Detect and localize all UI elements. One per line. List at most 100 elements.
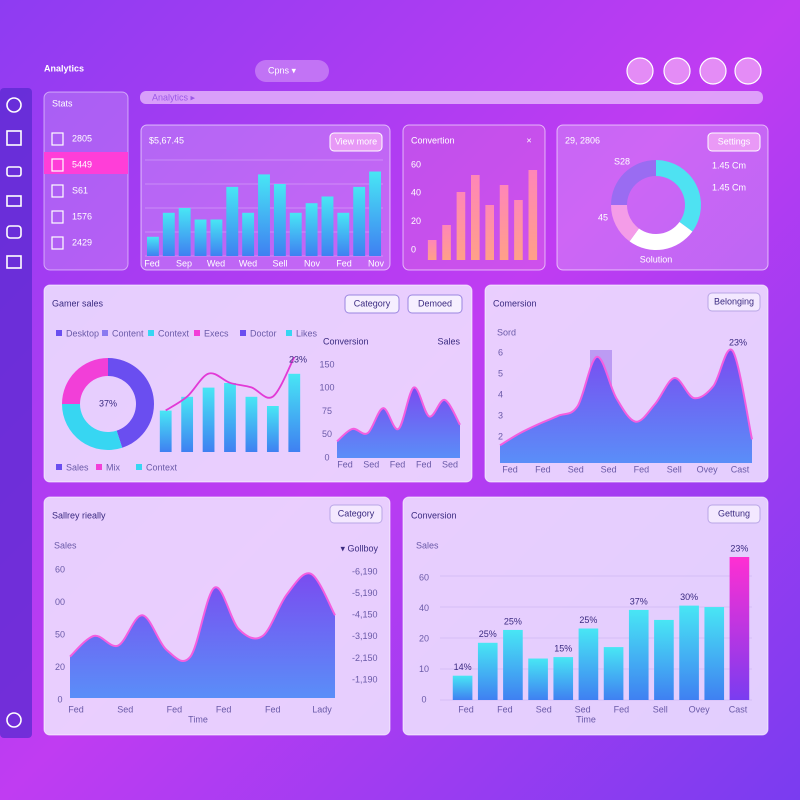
x-axis-title: Time	[576, 714, 596, 724]
stat-icon	[51, 158, 64, 172]
card-button-label[interactable]: Category	[338, 508, 375, 518]
x-tick-label: Ovey	[697, 464, 719, 474]
x-tick-label: Fed	[634, 464, 650, 474]
bar	[146, 236, 159, 256]
bar	[202, 387, 215, 452]
content: 2805 5449 S61 1576 2429 $5,67.45 View more Conv…	[43, 124, 769, 736]
card-button-label[interactable]: Belonging	[714, 296, 754, 306]
icon-mail[interactable]	[6, 195, 22, 207]
bar	[178, 208, 191, 256]
icon-user[interactable]	[6, 225, 22, 239]
card-button-label[interactable]: Settings	[718, 136, 751, 146]
card-button-label[interactable]: Gettung	[718, 508, 750, 518]
stats-title: Stats	[52, 98, 73, 108]
x-tick-label: Sed	[117, 704, 133, 714]
y-tick-label: 40	[411, 188, 421, 198]
bar	[289, 212, 302, 256]
bar	[266, 406, 279, 452]
legend-label: Desktop	[66, 328, 99, 338]
card-button-label[interactable]: View more	[335, 136, 377, 146]
bar	[456, 192, 466, 260]
x-tick-label: Sell	[272, 258, 287, 268]
x-tick-label: Sell	[653, 704, 668, 714]
donut-segment	[611, 160, 656, 205]
y-tick-label: 20	[411, 216, 421, 226]
x-tick-label: Sed	[442, 459, 458, 469]
y-tick-label: 0	[421, 694, 426, 704]
legend-label: Likes	[296, 328, 318, 338]
stat-value: S61	[72, 185, 88, 195]
y-tick-label: 2	[498, 431, 503, 441]
x-tick-label: Cast	[731, 464, 750, 474]
y-tick-label: 20	[419, 633, 429, 643]
card-button[interactable]	[407, 294, 463, 314]
bar	[258, 174, 270, 256]
search-text[interactable]: Analytics ▸	[152, 92, 196, 102]
bar	[485, 205, 494, 260]
donut-segment	[629, 222, 693, 250]
area-line	[69, 572, 336, 662]
card-button[interactable]	[344, 294, 400, 314]
donut-segment	[108, 358, 154, 448]
y-tick-label: 50	[322, 429, 332, 439]
y-tick-label: 5	[498, 368, 503, 378]
donut-segment	[656, 160, 701, 232]
icon-grid[interactable]	[6, 255, 22, 269]
bar	[679, 605, 699, 700]
stat-value: 2805	[72, 133, 92, 143]
legend-swatch	[148, 330, 154, 336]
bar	[499, 185, 509, 260]
y-tick-label: 10	[419, 664, 429, 674]
bar	[578, 628, 599, 700]
icon-clock[interactable]	[6, 97, 22, 113]
toolbar-button[interactable]	[734, 57, 762, 85]
card-button-label[interactable]: Demoed	[418, 298, 452, 308]
x-tick-label: Sed	[601, 464, 617, 474]
x-tick-label: Fed	[216, 704, 232, 714]
donut-segment	[62, 404, 123, 450]
toolbar-button[interactable]	[626, 57, 654, 85]
dropdown-label[interactable]: Cpns ▾	[268, 65, 297, 75]
y2-tick-label: -3,190	[352, 631, 378, 641]
icon-settings[interactable]	[6, 712, 22, 728]
bar	[528, 170, 538, 260]
toolbar	[626, 57, 762, 85]
toolbar-button[interactable]	[663, 57, 691, 85]
area	[337, 387, 460, 458]
legend-label: Execs	[204, 328, 229, 338]
value-label: 25%	[504, 616, 522, 626]
x-tick-label: Fed	[336, 258, 352, 268]
card-title: Gamer sales	[52, 298, 104, 308]
legend-swatch	[102, 330, 108, 336]
card-button-label[interactable]: Category	[354, 298, 391, 308]
search-bar[interactable]	[140, 91, 763, 104]
legend-swatch	[286, 330, 292, 336]
bar	[442, 225, 451, 260]
bar	[194, 219, 207, 256]
bar	[273, 184, 286, 256]
icon-card[interactable]	[6, 166, 22, 177]
card-button[interactable]	[707, 132, 761, 152]
x-tick-label: Fed	[458, 704, 474, 714]
card-button[interactable]	[707, 504, 761, 524]
toolbar-button[interactable]	[699, 57, 727, 85]
legend-swatch	[194, 330, 200, 336]
legend-swatch	[56, 330, 62, 336]
dropdown[interactable]	[255, 60, 329, 82]
card-button[interactable]	[707, 292, 761, 312]
y-tick-label: 0	[324, 452, 329, 462]
bar	[181, 396, 194, 452]
card-close[interactable]: ×	[526, 135, 531, 145]
value-label: 37%	[630, 596, 648, 606]
card-title: $5,67.45	[149, 135, 184, 145]
card-button[interactable]	[329, 504, 383, 524]
x-tick-label: Sep	[176, 258, 192, 268]
y-tick-label: 4	[498, 389, 503, 399]
stat-icon	[51, 184, 64, 198]
legend-label: 1.45 Cm	[712, 182, 746, 192]
x-tick-label: Wed	[207, 258, 225, 268]
icon-box[interactable]	[6, 130, 22, 146]
legend-swatch	[240, 330, 246, 336]
stats-highlight	[44, 152, 128, 174]
card-button[interactable]	[329, 132, 383, 152]
